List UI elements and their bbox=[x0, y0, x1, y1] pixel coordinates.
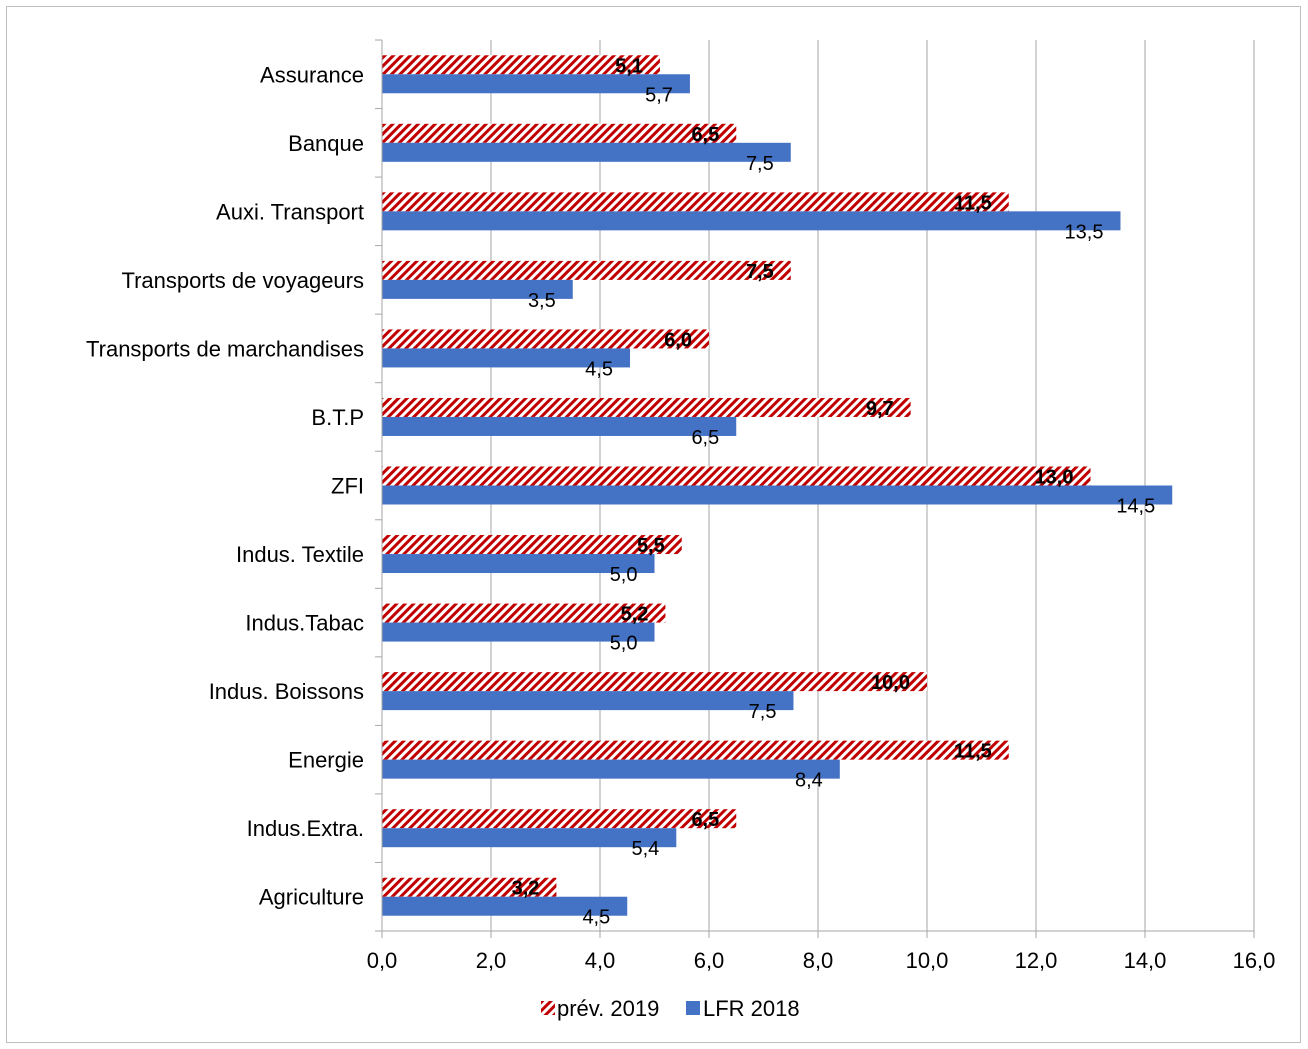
bar-prev-2019-agriculture bbox=[382, 877, 557, 897]
data-label-lfr-2018: 5,0 bbox=[610, 564, 638, 586]
data-label-prev-2019: 5,2 bbox=[621, 604, 649, 626]
category-label-energie: Energie bbox=[288, 748, 364, 773]
category-label-b-t-p: B.T.P bbox=[311, 405, 364, 430]
data-label-lfr-2018: 8,4 bbox=[795, 770, 823, 792]
bar-prev-2019-indus-textile bbox=[382, 535, 682, 555]
data-label-prev-2019: 5,1 bbox=[615, 55, 643, 77]
data-label-prev-2019: 6,5 bbox=[691, 809, 719, 831]
bar-lfr-2018-b-t-p bbox=[382, 416, 737, 436]
data-label-prev-2019: 10,0 bbox=[871, 672, 910, 694]
bar-lfr-2018-indus-textile bbox=[382, 554, 655, 574]
data-label-prev-2019: 6,5 bbox=[691, 124, 719, 146]
data-label-lfr-2018: 14,5 bbox=[1116, 496, 1155, 518]
data-label-prev-2019: 11,5 bbox=[954, 741, 992, 763]
data-label-lfr-2018: 4,5 bbox=[585, 358, 613, 380]
category-label-assurance: Assurance bbox=[260, 62, 364, 87]
x-tick-label: 12,0 bbox=[1015, 948, 1058, 973]
bar-lfr-2018-auxi-transport bbox=[382, 211, 1121, 231]
data-label-lfr-2018: 5,4 bbox=[631, 838, 659, 860]
x-tick-label: 6,0 bbox=[694, 948, 725, 973]
category-label-banque: Banque bbox=[288, 131, 364, 156]
bar-lfr-2018-zfi bbox=[382, 485, 1173, 505]
data-label-prev-2019: 7,5 bbox=[746, 261, 774, 283]
bar-prev-2019-assurance bbox=[382, 55, 660, 75]
bar-prev-2019-auxi-transport bbox=[382, 192, 1009, 212]
bar-chart: 0,0 2,0 4,0 6,0 8,0 10,0 12,0 14,0 16,0 Assuranc… bbox=[86, 39, 1276, 1021]
data-label-prev-2019: 5,5 bbox=[637, 535, 665, 557]
data-label-prev-2019: 11,5 bbox=[954, 192, 992, 214]
category-label-indus-tabac: Indus.Tabac bbox=[245, 611, 364, 636]
data-label-lfr-2018: 13,5 bbox=[1065, 221, 1104, 243]
x-tick-label: 8,0 bbox=[803, 948, 834, 973]
data-label-lfr-2018: 5,7 bbox=[645, 84, 673, 106]
bar-prev-2019-b-t-p bbox=[382, 397, 911, 417]
x-tick-label: 16,0 bbox=[1233, 948, 1276, 973]
data-label-lfr-2018: 7,5 bbox=[749, 701, 777, 723]
bar-lfr-2018-banque bbox=[382, 142, 791, 162]
legend-swatch-prev-2019 bbox=[541, 1001, 555, 1015]
data-label-prev-2019: 13,0 bbox=[1035, 467, 1074, 489]
bar-lfr-2018-energie bbox=[382, 759, 840, 779]
x-tick-label: 0,0 bbox=[367, 948, 398, 973]
bar-prev-2019-transports-de-marchandises bbox=[382, 329, 709, 349]
category-label-transports-de-voyageurs: Transports de voyageurs bbox=[121, 268, 364, 293]
x-tick-label: 4,0 bbox=[585, 948, 616, 973]
bar-lfr-2018-indus-extra bbox=[382, 828, 677, 848]
bar-prev-2019-banque bbox=[382, 123, 737, 143]
data-label-lfr-2018: 6,5 bbox=[691, 427, 719, 449]
x-tick-label: 2,0 bbox=[476, 948, 507, 973]
bar-prev-2019-transports-de-voyageurs bbox=[382, 260, 791, 280]
category-label-indus-boissons: Indus. Boissons bbox=[209, 679, 364, 704]
axes: 0,0 2,0 4,0 6,0 8,0 10,0 12,0 14,0 16,0 bbox=[367, 39, 1276, 973]
data-label-lfr-2018: 7,5 bbox=[746, 153, 774, 175]
bar-prev-2019-indus-tabac bbox=[382, 603, 666, 623]
chart-frame: 0,0 2,0 4,0 6,0 8,0 10,0 12,0 14,0 16,0 Assuranc… bbox=[6, 6, 1301, 1043]
legend-swatch-lfr-2018 bbox=[686, 1001, 700, 1015]
data-label-prev-2019: 3,2 bbox=[512, 878, 540, 900]
legend-label-lfr-2018: LFR 2018 bbox=[703, 996, 800, 1021]
bar-prev-2019-energie bbox=[382, 740, 1009, 760]
data-label-lfr-2018: 4,5 bbox=[582, 907, 610, 929]
category-label-auxi-transport: Auxi. Transport bbox=[216, 199, 364, 224]
bar-lfr-2018-indus-tabac bbox=[382, 622, 655, 642]
data-label-lfr-2018: 3,5 bbox=[528, 290, 556, 312]
labels: Assurance 5,15,7 Banque 6,5 7,5 Auxi. Transpo… bbox=[86, 55, 1155, 928]
bars bbox=[382, 55, 1173, 916]
bar-lfr-2018-transports-de-marchandises bbox=[382, 348, 630, 368]
x-tick-label: 10,0 bbox=[906, 948, 949, 973]
bar-lfr-2018-assurance bbox=[382, 74, 690, 94]
category-label-indus-extra: Indus.Extra. bbox=[247, 816, 364, 841]
legend-label-prev-2019: prév. 2019 bbox=[557, 996, 659, 1021]
bar-prev-2019-zfi bbox=[382, 466, 1091, 486]
category-label-transports-de-marchandises: Transports de marchandises bbox=[86, 336, 364, 361]
category-label-indus-textile: Indus. Textile bbox=[236, 542, 364, 567]
data-label-prev-2019: 9,7 bbox=[866, 398, 894, 420]
data-label-lfr-2018: 5,0 bbox=[610, 633, 638, 655]
bar-lfr-2018-agriculture bbox=[382, 896, 628, 916]
x-tick-label: 14,0 bbox=[1124, 948, 1167, 973]
data-label-prev-2019: 6,0 bbox=[664, 329, 692, 351]
bar-lfr-2018-indus-boissons bbox=[382, 691, 794, 711]
legend: prév. 2019 LFR 2018 bbox=[541, 996, 800, 1021]
bar-lfr-2018-transports-de-voyageurs bbox=[382, 279, 573, 299]
category-label-agriculture: Agriculture bbox=[259, 885, 364, 910]
category-label-zfi: ZFI bbox=[331, 474, 364, 499]
bar-prev-2019-indus-extra bbox=[382, 809, 737, 829]
bar-prev-2019-indus-boissons bbox=[382, 672, 927, 692]
